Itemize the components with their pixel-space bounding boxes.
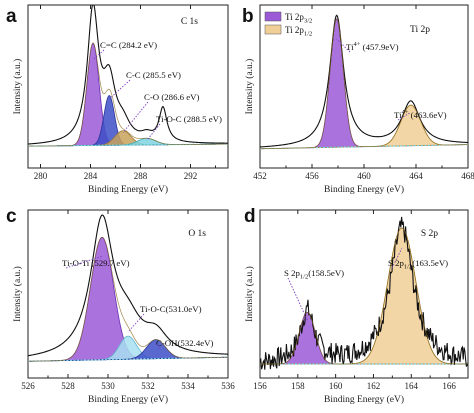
x-tick-label: 452	[253, 171, 267, 181]
peak-annotation: Ti-O-C(531.0eV)	[140, 304, 202, 314]
legend-entry: Ti 2p3/2	[285, 12, 312, 25]
x-axis-title: Binding Energy (eV)	[324, 184, 404, 195]
legend-swatch	[264, 24, 282, 35]
plot-area	[260, 216, 468, 370]
x-tick-label: 526	[21, 381, 35, 391]
region-label: O 1s	[188, 229, 206, 239]
x-tick-label: 280	[34, 171, 48, 181]
panel-letter: b	[242, 6, 254, 27]
fit-envelope	[28, 42, 228, 147]
background-line	[260, 143, 468, 150]
annotation-leader	[92, 49, 105, 60]
region-label: S 2p	[421, 229, 438, 239]
plot-area	[260, 14, 468, 150]
annotation-leader	[391, 248, 403, 269]
x-tick-label: 156	[253, 381, 267, 391]
annotation-leader	[65, 255, 103, 269]
annotation-leader	[397, 112, 412, 121]
panel-letter: a	[6, 6, 17, 27]
x-tick-label: 464	[409, 171, 423, 181]
measured-spectrum	[260, 216, 468, 370]
x-tick-label: 456	[305, 171, 319, 181]
peak-annotation: C=C (284.2 eV)	[100, 40, 157, 50]
x-tick-label: 292	[184, 171, 198, 181]
panel-letter: d	[244, 206, 256, 227]
panel-a: 280 284 288 292 Binding Energy (eV) Intensity…	[6, 4, 229, 195]
y-axis-title: Intensity (a.u.)	[244, 59, 255, 115]
plot-area	[28, 214, 228, 362]
x-tick-label: 160	[329, 381, 343, 391]
component-peak	[260, 104, 468, 150]
x-tick-label: 164	[405, 381, 419, 391]
peak-annotation: S 2p1/2(163.5eV)	[388, 258, 448, 271]
x-tick-label: 528	[61, 381, 75, 391]
region-label: Ti 2p	[410, 25, 430, 35]
annotation-leader	[122, 101, 149, 133]
x-axis-title: Binding Energy (eV)	[88, 184, 168, 195]
x-tick-label: 530	[101, 381, 115, 391]
fit-envelope	[260, 18, 468, 150]
x-tick-label: 284	[84, 171, 98, 181]
x-tick-label: 162	[367, 381, 381, 391]
component-peak	[28, 130, 228, 147]
peak-annotation: S 2p1/2(158.5eV)	[284, 268, 344, 281]
peak-annotation: C-C (285.5 eV)	[126, 70, 181, 80]
x-tick-label: 534	[181, 381, 195, 391]
annotation-leader	[336, 38, 351, 53]
annotation-leader	[127, 313, 145, 333]
fit-envelope	[28, 236, 228, 362]
component-peak	[260, 227, 468, 365]
peak-annotation: Ti-O-Ti (529.7 eV)	[62, 258, 130, 268]
x-tick-label: 288	[134, 171, 148, 181]
measured-spectrum	[28, 5, 228, 145]
plot-frame	[259, 209, 469, 379]
x-tick-label: 460	[357, 171, 371, 181]
x-axis-title: Binding Energy (eV)	[88, 394, 168, 405]
panel-letter: c	[6, 206, 17, 227]
panel-b: 452 456 460 464 468 Binding Energy (eV) Intens…	[242, 4, 474, 195]
peak-annotation: Ti4+ (457.9eV)	[346, 41, 399, 52]
annotation-leader	[287, 277, 308, 321]
measured-spectrum	[28, 214, 228, 357]
measured-spectrum	[260, 14, 468, 148]
legend-entry: Ti 2p1/2	[285, 25, 312, 38]
y-axis-title: Intensity (a.u.)	[12, 59, 23, 115]
x-axis-title: Binding Energy (eV)	[324, 394, 404, 405]
x-tick-label: 532	[141, 381, 155, 391]
plot-area	[28, 5, 228, 147]
x-tick-label: 536	[221, 381, 235, 391]
y-axis-title: Intensity (a.u.)	[244, 266, 255, 322]
peak-annotation: C-OH(532.4eV)	[156, 338, 213, 348]
panel-d: 156 158 160 162 164 166 Binding Energy (eV) Int…	[244, 206, 469, 405]
peak-annotation: C-O (286.6 eV)	[144, 92, 200, 102]
peak-annotation: Ti-O-C (288.5 eV)	[156, 114, 222, 124]
legend-swatch	[264, 11, 282, 22]
annotation-leader	[155, 342, 161, 349]
peak-annotation: Ti4+ (463.6eV)	[394, 109, 447, 120]
annotation-leader	[146, 123, 161, 141]
y-axis-title: Intensity (a.u.)	[12, 266, 23, 322]
x-tick-label: 158	[291, 381, 305, 391]
x-tick-label: 468	[461, 171, 474, 181]
x-tick-label: 166	[442, 381, 456, 391]
plot-frame	[27, 4, 229, 169]
fit-envelope	[260, 227, 468, 365]
region-label: C 1s	[181, 17, 198, 27]
panel-c: 526 528 530 532 534 536 Binding Energy (eV) Int…	[6, 206, 235, 405]
component-peak	[260, 18, 468, 150]
